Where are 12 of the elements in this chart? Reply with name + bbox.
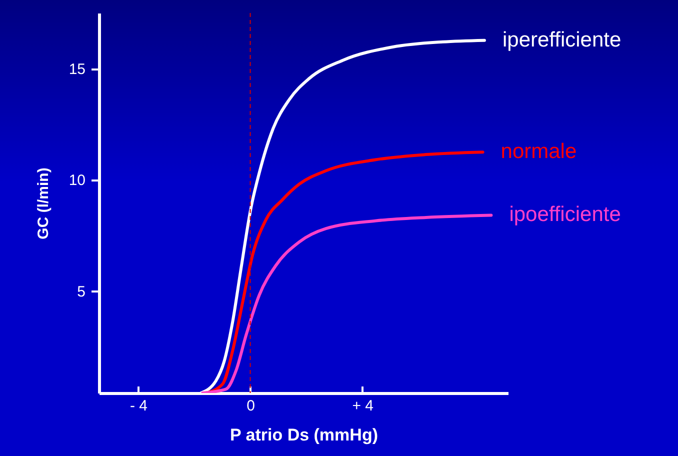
x-axis-title: P atrio Ds (mmHg) bbox=[230, 426, 378, 444]
y-tick-label: 15 bbox=[68, 61, 86, 78]
series-label: iperefficiente bbox=[502, 28, 622, 52]
x-tick-label: + 4 bbox=[352, 398, 374, 414]
x-tick-label: 0 bbox=[246, 398, 255, 414]
series-label: normale bbox=[500, 140, 577, 164]
y-tick-label: 5 bbox=[77, 283, 86, 300]
x-tick-label: - 4 bbox=[130, 398, 148, 414]
y-tick-label: 10 bbox=[68, 172, 86, 190]
line-series bbox=[201, 214, 493, 393]
series-label: ipoefficiente bbox=[509, 203, 621, 226]
y-axis-title: GC (l/min) bbox=[34, 168, 52, 240]
